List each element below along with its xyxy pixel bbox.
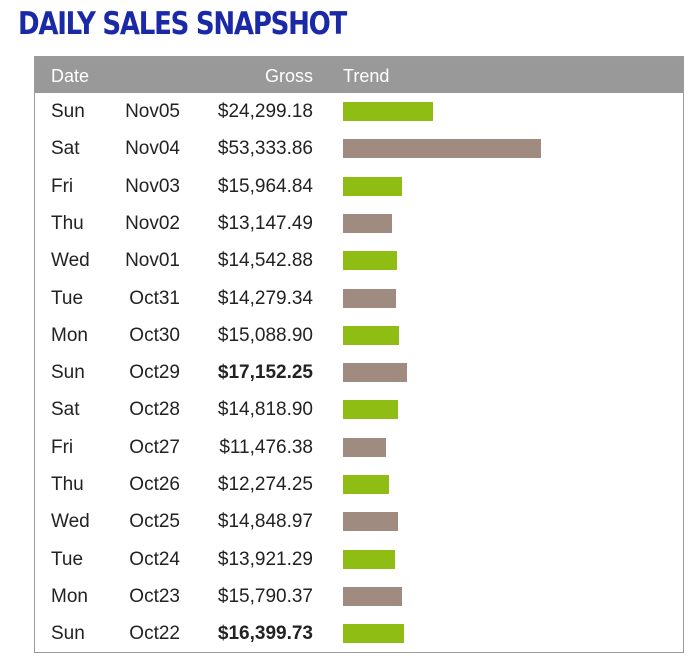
row-day: Wed: [51, 250, 90, 272]
row-day: Wed: [51, 511, 90, 533]
table-row: Mon Oct23 $15,790.37: [35, 578, 683, 615]
trend-bar: [343, 624, 404, 644]
row-date: Oct22: [129, 623, 180, 645]
row-gross: $15,964.84: [217, 175, 313, 197]
row-date: Oct25: [129, 511, 180, 533]
table-row: Fri Oct27 $11,476.38: [35, 429, 683, 466]
trend-bar: [343, 437, 386, 457]
table-row: Sun Oct29 $17,152.25: [35, 354, 683, 391]
trend-bar: [343, 102, 433, 121]
row-gross: $14,848.97: [217, 511, 313, 533]
table-row: Thu Nov02 $13,147.49: [35, 205, 683, 242]
table-row: Wed Nov01 $14,542.88: [35, 242, 683, 279]
row-date: Nov03: [125, 175, 180, 197]
row-date: Oct30: [129, 324, 180, 346]
row-gross: $24,299.18: [217, 101, 313, 122]
row-day: Tue: [51, 548, 84, 570]
row-gross: $12,274.25: [217, 474, 313, 495]
row-day: Tue: [51, 287, 84, 309]
table-row: Thu Oct26 $12,274.25: [35, 466, 683, 503]
row-gross: $13,921.29: [217, 548, 313, 570]
sales-table: Date Gross Trend Sun Nov05 $24,299.18 Sat No…: [34, 56, 684, 653]
trend-bar: [343, 549, 395, 569]
header-date: Date: [51, 66, 90, 86]
row-gross: $14,542.88: [217, 250, 313, 272]
row-day: Sat: [51, 399, 80, 421]
table-header: Date Gross Trend: [35, 57, 683, 93]
trend-bar: [343, 400, 398, 420]
row-day: Sat: [51, 138, 80, 160]
row-date: Nov04: [125, 138, 180, 160]
header-trend: Trend: [343, 66, 390, 86]
row-day: Sun: [51, 101, 85, 122]
trend-bar: [343, 139, 541, 159]
table-row: Fri Nov03 $15,964.84: [35, 168, 683, 205]
row-day: Mon: [51, 324, 88, 346]
row-gross: $53,333.86: [217, 138, 313, 160]
row-date: Oct29: [129, 362, 180, 384]
row-gross: $14,279.34: [217, 287, 313, 309]
row-date: Nov01: [125, 250, 180, 272]
row-date: Oct26: [129, 474, 180, 495]
trend-bar: [343, 325, 399, 345]
row-day: Sun: [51, 362, 85, 384]
page-title: DAILY SALES SNAPSHOT: [18, 6, 347, 42]
table-row: Sun Oct22 $16,399.73: [35, 615, 683, 652]
row-date: Nov05: [125, 101, 180, 122]
trend-bar: [343, 251, 397, 271]
trend-bar: [343, 288, 396, 308]
row-date: Oct24: [129, 548, 180, 570]
table-row: Sat Oct28 $14,818.90: [35, 391, 683, 428]
trend-bar: [343, 363, 407, 383]
row-day: Sun: [51, 623, 85, 645]
table-row: Wed Oct25 $14,848.97: [35, 503, 683, 540]
trend-bar: [343, 176, 402, 196]
table-row: Tue Oct24 $13,921.29: [35, 541, 683, 578]
table-row: Mon Oct30 $15,088.90: [35, 317, 683, 354]
row-day: Fri: [51, 436, 74, 458]
row-date: Oct28: [129, 399, 180, 421]
row-day: Thu: [51, 474, 84, 495]
row-gross: $15,790.37: [217, 585, 313, 607]
trend-bar: [343, 213, 392, 233]
row-date: Nov02: [125, 212, 180, 234]
header-gross: Gross: [264, 66, 313, 86]
row-day: Fri: [51, 175, 74, 197]
row-date: Oct23: [129, 585, 180, 607]
trend-bar: [343, 512, 398, 532]
row-gross: $15,088.90: [217, 324, 313, 346]
table-row: Sun Nov05 $24,299.18: [35, 93, 683, 130]
row-day: Thu: [51, 212, 84, 234]
row-gross: $17,152.25: [217, 362, 313, 384]
row-gross: $13,147.49: [217, 212, 313, 234]
row-gross: $11,476.38: [219, 436, 313, 458]
table-row: Sat Nov04 $53,333.86: [35, 130, 683, 167]
table-row: Tue Oct31 $14,279.34: [35, 280, 683, 317]
row-gross: $14,818.90: [217, 399, 313, 421]
row-day: Mon: [51, 585, 88, 607]
row-date: Oct31: [129, 287, 180, 309]
row-gross: $16,399.73: [217, 623, 313, 645]
row-date: Oct27: [129, 436, 180, 458]
trend-bar: [343, 586, 402, 606]
trend-bar: [343, 475, 389, 494]
